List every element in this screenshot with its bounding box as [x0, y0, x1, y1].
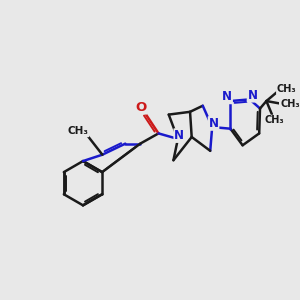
- Text: O: O: [136, 100, 147, 114]
- Text: CH₃: CH₃: [277, 84, 296, 94]
- Text: N: N: [174, 129, 184, 142]
- Text: CH₃: CH₃: [265, 116, 284, 125]
- Text: CH₃: CH₃: [68, 127, 88, 136]
- Text: N: N: [208, 117, 218, 130]
- Text: N: N: [248, 89, 258, 102]
- Text: N: N: [222, 90, 232, 104]
- Text: CH₃: CH₃: [280, 99, 300, 109]
